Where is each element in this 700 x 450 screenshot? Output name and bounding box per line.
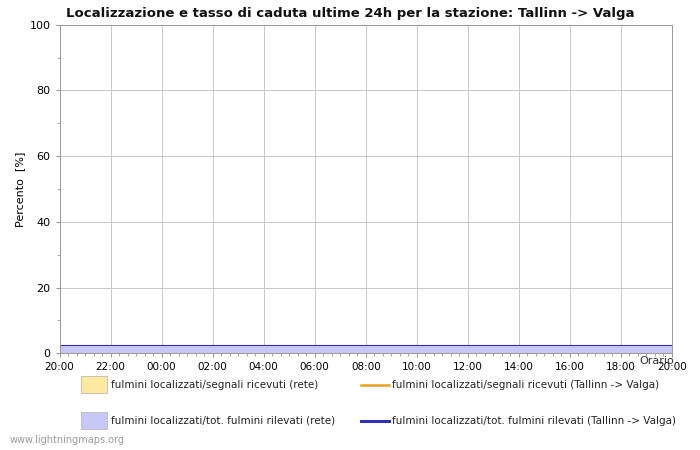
Text: fulmini localizzati/segnali ricevuti (Tallinn -> Valga): fulmini localizzati/segnali ricevuti (Ta… — [392, 380, 659, 390]
Text: fulmini localizzati/tot. fulmini rilevati (rete): fulmini localizzati/tot. fulmini rilevat… — [111, 416, 335, 426]
Text: fulmini localizzati/segnali ricevuti (rete): fulmini localizzati/segnali ricevuti (re… — [111, 380, 318, 390]
Y-axis label: Percento  [%]: Percento [%] — [15, 151, 25, 227]
Text: Localizzazione e tasso di caduta ultime 24h per la stazione: Tallinn -> Valga: Localizzazione e tasso di caduta ultime … — [66, 7, 634, 20]
Text: Orario: Orario — [639, 356, 674, 366]
Text: fulmini localizzati/tot. fulmini rilevati (Tallinn -> Valga): fulmini localizzati/tot. fulmini rilevat… — [392, 416, 676, 426]
Text: www.lightningmaps.org: www.lightningmaps.org — [9, 435, 124, 445]
